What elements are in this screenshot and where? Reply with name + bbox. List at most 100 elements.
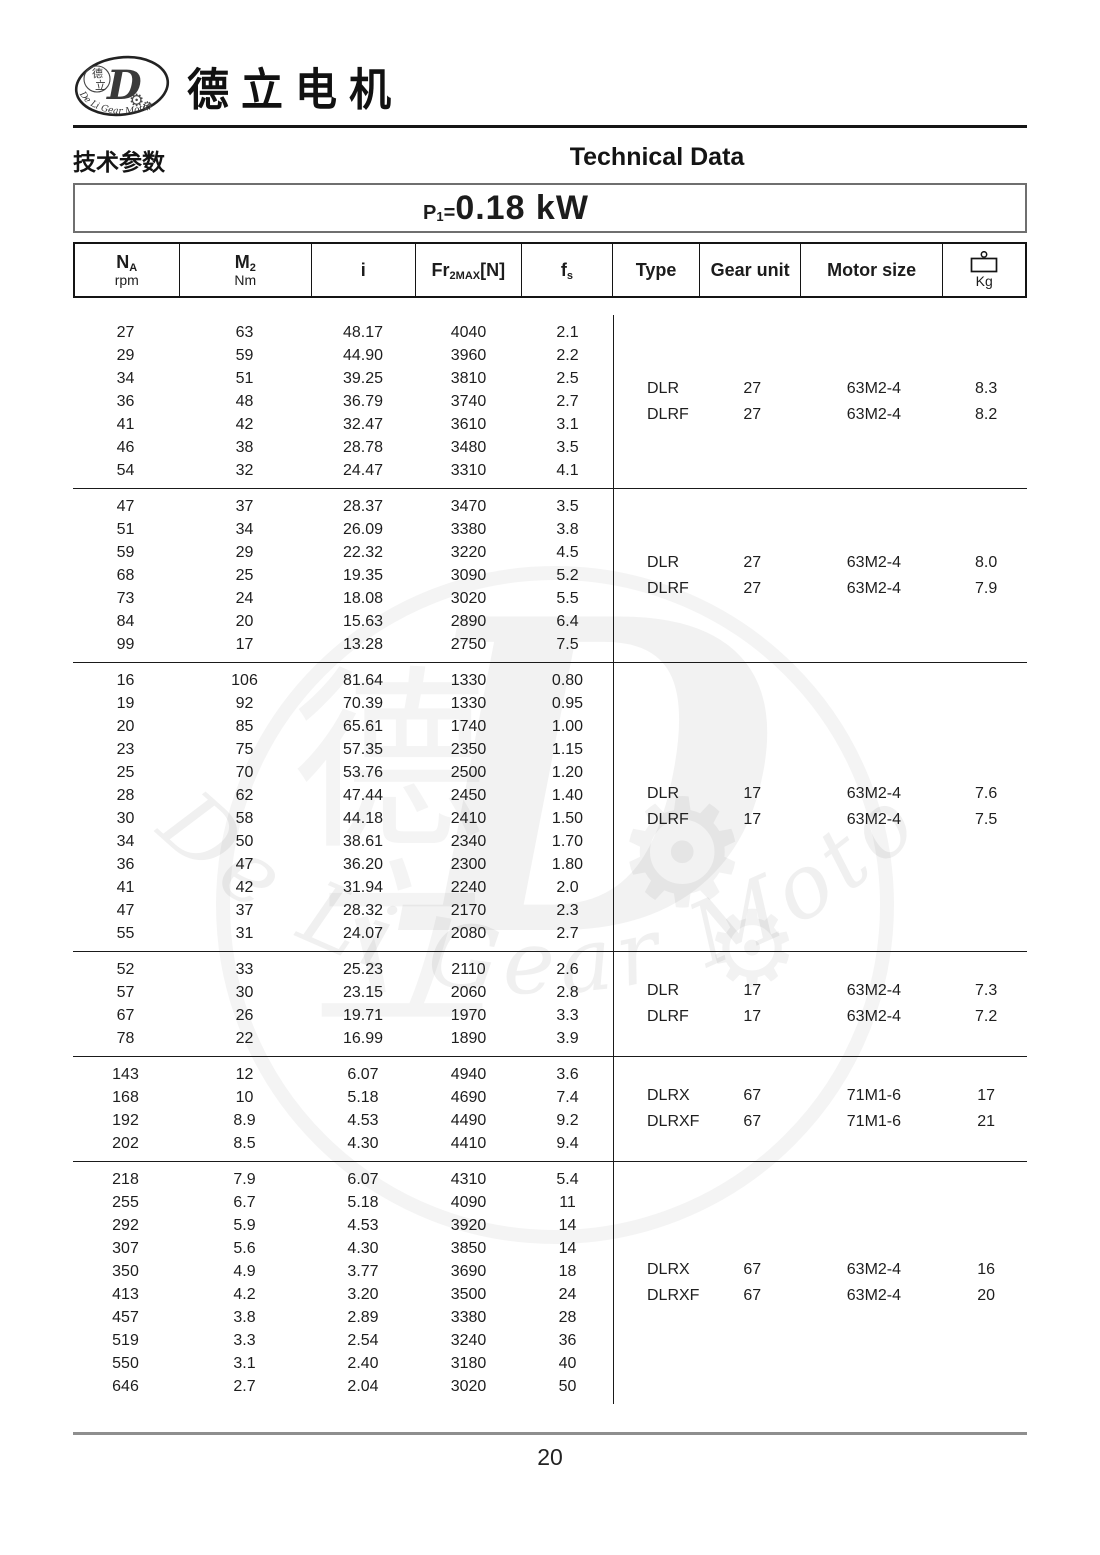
table-row: 47 37 28.32 2170 2.3 — [73, 899, 613, 922]
cell-i: 36.20 — [342, 855, 384, 873]
table-row: 36 48 36.79 3740 2.7 — [73, 390, 613, 413]
cell-fr2max: 3020 — [450, 1377, 487, 1395]
numeric-rows: 47 37 28.37 3470 3.5 51 34 26.09 3380 3.8 59 29 22.3… — [73, 489, 613, 662]
cell-i: 18.08 — [342, 589, 384, 607]
table-row: 99 17 13.28 2750 7.5 — [73, 633, 613, 656]
cell-i: 22.32 — [342, 543, 384, 561]
table-row: 30 58 44.18 2410 1.50 — [73, 807, 613, 830]
cell-i: 28.32 — [342, 901, 384, 919]
cell-gear-unit: 17 — [743, 1008, 762, 1025]
cell-fr2max: 3380 — [450, 1308, 487, 1326]
table-row: 202 8.5 4.30 4410 9.4 — [73, 1132, 613, 1155]
cell-fr2max: 2300 — [450, 855, 487, 873]
cell-i: 57.35 — [342, 740, 384, 758]
cell-m2: 51 — [235, 369, 254, 387]
cell-m2: 34 — [235, 520, 254, 538]
cell-fr2max: 4410 — [450, 1134, 487, 1152]
cell-na: 99 — [116, 635, 135, 653]
cell-i: 19.35 — [342, 566, 384, 584]
cell-fs: 3.5 — [556, 497, 579, 515]
cell-fr2max: 3740 — [450, 392, 487, 410]
cell-motor-size: 63M2-4 — [846, 1261, 902, 1278]
cell-kg: 8.2 — [974, 405, 998, 423]
cell-m2: 10 — [235, 1088, 254, 1106]
cell-i: 24.07 — [342, 924, 384, 942]
cell-motor-size: 63M2-4 — [846, 1008, 902, 1025]
cell-fs: 1.80 — [551, 855, 584, 873]
svg-text:德: 德 — [92, 66, 103, 80]
variant-row: DLRXF 67 71M1-6 21 — [614, 1109, 1027, 1135]
cell-i: 5.18 — [347, 1088, 379, 1106]
cell-m2: 33 — [235, 960, 254, 978]
table-body: 27 63 48.17 4040 2.1 29 59 44.90 3960 2.2 34 51 39.2… — [73, 315, 1027, 1404]
cell-i: 2.04 — [347, 1377, 379, 1395]
table-row: 59 29 22.32 3220 4.5 — [73, 541, 613, 564]
section-title-row: 技术参数 Technical Data — [73, 143, 1027, 175]
cell-type: DLR — [647, 379, 680, 397]
cell-fs: 4.1 — [556, 461, 579, 479]
variant-block: DLR 17 63M2-4 7.3 DLRF 17 63M2-4 7.2 — [613, 952, 1027, 1056]
cell-m2: 26 — [235, 1006, 254, 1024]
cell-na: 78 — [116, 1029, 135, 1047]
cell-fr2max: 2060 — [450, 983, 487, 1001]
cell-m2: 6.7 — [233, 1193, 256, 1211]
table-row: 41 42 32.47 3610 3.1 — [73, 413, 613, 436]
cell-fr2max: 2450 — [450, 786, 487, 804]
cell-fr2max: 1330 — [450, 694, 487, 712]
cell-fr2max: 3090 — [450, 566, 487, 584]
cell-i: 2.54 — [347, 1331, 379, 1349]
cell-m2: 24 — [235, 589, 254, 607]
cell-fs: 1.50 — [551, 809, 584, 827]
cell-motor-size: 63M2-4 — [846, 405, 902, 423]
table-row: 52 33 25.23 2110 2.6 — [73, 958, 613, 981]
cell-na: 27 — [116, 323, 135, 341]
cell-na: 36 — [116, 855, 135, 873]
table-row: 55 31 24.07 2080 2.7 — [73, 922, 613, 945]
table-row: 41 42 31.94 2240 2.0 — [73, 876, 613, 899]
cell-fr2max: 3610 — [450, 415, 487, 433]
cell-fr2max: 2080 — [450, 924, 487, 942]
cell-i: 2.89 — [347, 1308, 379, 1326]
cell-i: 28.37 — [342, 497, 384, 515]
cell-fs: 9.4 — [556, 1134, 579, 1152]
cell-type: DLRX — [647, 1261, 690, 1278]
table-row: 350 4.9 3.77 3690 18 — [73, 1260, 613, 1283]
cell-m2: 3.3 — [233, 1331, 256, 1349]
cell-na: 20 — [116, 717, 135, 735]
cell-fr2max: 4040 — [450, 323, 487, 341]
table-group: 52 33 25.23 2110 2.6 57 30 23.15 2060 2.8 67 26 19.7… — [73, 951, 1027, 1056]
cell-i: 39.25 — [342, 369, 384, 387]
cell-fs: 24 — [558, 1285, 577, 1303]
cell-kg: 7.2 — [974, 1008, 998, 1025]
cell-m2: 3.1 — [233, 1354, 256, 1372]
cell-m2: 48 — [235, 392, 254, 410]
cell-fs: 40 — [558, 1354, 577, 1372]
section-title-en: Technical Data — [569, 143, 745, 171]
cell-m2: 8.5 — [233, 1134, 256, 1152]
cell-i: 31.94 — [342, 878, 384, 896]
cell-kg: 8.3 — [974, 379, 998, 397]
cell-fr2max: 2890 — [450, 612, 487, 630]
cell-i: 32.47 — [342, 415, 384, 433]
table-group: 143 12 6.07 4940 3.6 168 10 5.18 4690 7.4 192 8.9 4.… — [73, 1056, 1027, 1161]
cell-na: 68 — [116, 566, 135, 584]
cell-m2: 37 — [235, 901, 254, 919]
table-row: 29 59 44.90 3960 2.2 — [73, 344, 613, 367]
cell-na: 34 — [116, 369, 135, 387]
table-row: 168 10 5.18 4690 7.4 — [73, 1086, 613, 1109]
cell-na: 59 — [116, 543, 135, 561]
cell-fs: 11 — [559, 1193, 576, 1211]
variant-row: DLR 17 63M2-4 7.6 — [614, 781, 1027, 807]
cell-fs: 1.00 — [551, 717, 584, 735]
table-group: 218 7.9 6.07 4310 5.4 255 6.7 5.18 4090 11 292 5.9 4… — [73, 1161, 1027, 1404]
power-subscript: 1 — [436, 208, 444, 224]
cell-fr2max: 2410 — [450, 809, 487, 827]
table-group: 27 63 48.17 4040 2.1 29 59 44.90 3960 2.2 34 51 39.2… — [73, 315, 1027, 488]
cell-i: 24.47 — [342, 461, 384, 479]
cell-i: 4.30 — [347, 1134, 379, 1152]
cell-fs: 2.6 — [556, 960, 579, 978]
cell-i: 25.23 — [342, 960, 384, 978]
page-number: 20 — [537, 1444, 563, 1470]
cell-gear-unit: 27 — [743, 405, 762, 423]
cell-fs: 2.7 — [556, 392, 579, 410]
